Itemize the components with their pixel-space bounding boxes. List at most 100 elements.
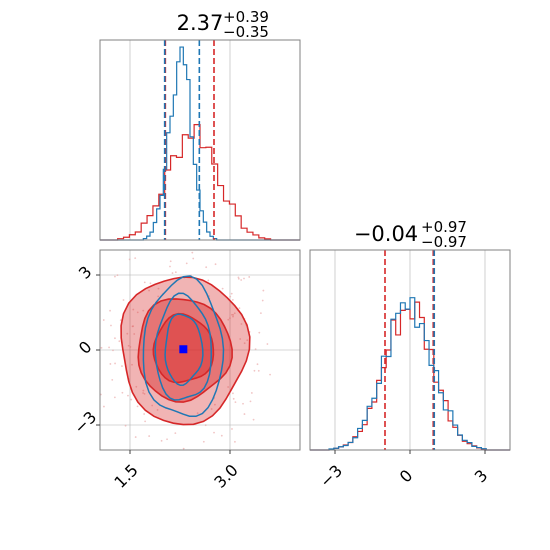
scatter-point <box>132 308 135 311</box>
hist1-red-series <box>100 123 300 241</box>
scatter-point <box>207 279 210 282</box>
scatter-point <box>148 289 150 292</box>
scatter-point <box>149 282 152 285</box>
scatter-point <box>214 263 217 266</box>
panel-histogram-param2: −3 0 3 <box>309 249 511 491</box>
scatter-point <box>127 344 130 347</box>
scatter-point <box>151 404 154 407</box>
scatter-point <box>169 265 171 268</box>
scatter-point <box>221 287 224 290</box>
scatter-point <box>169 260 172 263</box>
scatter-point <box>157 287 160 290</box>
scatter-point <box>231 313 233 316</box>
scatter-point <box>116 274 119 277</box>
scatter-point <box>238 307 241 310</box>
scatter-point <box>128 258 131 261</box>
scatter-point <box>237 276 240 279</box>
scatter-point <box>185 262 188 265</box>
xtick-label: 3 <box>471 466 492 487</box>
scatter-point <box>249 400 252 403</box>
scatter-point <box>262 289 265 292</box>
title-param2-value: −0.04 <box>354 222 418 246</box>
panel-joint-density: −3 0 3 1.5 3.0 <box>70 249 301 492</box>
scatter-point <box>210 408 213 410</box>
scatter-point <box>142 392 144 394</box>
scatter-point <box>166 438 168 441</box>
scatter-point <box>109 309 111 312</box>
scatter-point <box>232 315 234 318</box>
scatter-point <box>144 420 147 423</box>
title-param1-sup: +0.39 <box>223 8 269 26</box>
blue-contour <box>154 292 212 401</box>
scatter-point <box>102 319 105 321</box>
scatter-point <box>213 431 215 434</box>
scatter-point <box>114 362 116 365</box>
title-param2-sub: −0.97 <box>421 233 467 251</box>
scatter-point <box>220 434 223 437</box>
scatter-point <box>108 346 110 349</box>
scatter-point <box>240 279 243 281</box>
scatter-point <box>227 386 230 388</box>
scatter-point <box>148 435 151 437</box>
blue-contour <box>164 313 204 387</box>
scatter-point <box>136 311 139 314</box>
scatter-point <box>237 277 240 280</box>
scatter-point <box>242 402 244 405</box>
scatter-point <box>229 295 232 298</box>
scatter-point <box>126 332 129 335</box>
scatter-point <box>254 348 257 351</box>
truth-marker <box>179 345 188 354</box>
title-param1: 2.37 <box>177 11 224 35</box>
scatter-point <box>127 394 129 397</box>
scatter-point <box>174 271 177 274</box>
scatter-point <box>240 323 243 325</box>
scatter-point <box>204 424 207 427</box>
scatter-point <box>259 312 262 315</box>
xtick-label: −3 <box>316 461 346 491</box>
scatter-point <box>231 298 234 301</box>
scatter-point <box>129 346 132 348</box>
scatter-point <box>234 440 236 443</box>
scatter-point <box>114 337 116 340</box>
scatter-point <box>122 299 125 301</box>
panel-histogram-param1 <box>99 39 301 241</box>
scatter-point <box>227 318 230 321</box>
scatter-point <box>134 436 137 438</box>
scatter-point <box>109 363 112 365</box>
scatter-point <box>143 281 146 284</box>
scatter-point <box>134 257 137 259</box>
scatter-point <box>113 396 116 399</box>
xtick-label: 0 <box>396 466 417 487</box>
scatter-point <box>250 392 253 394</box>
scatter-point <box>143 413 146 415</box>
scatter-point <box>121 391 124 394</box>
scatter-point <box>243 413 246 415</box>
scatter-point <box>191 251 194 254</box>
title-param2-sup: +0.97 <box>421 218 467 236</box>
scatter-point <box>231 428 233 430</box>
scatter-point <box>266 343 269 345</box>
scatter-point <box>232 397 235 400</box>
scatter-point <box>136 405 139 408</box>
title-param1-value: 2.37 <box>177 11 224 35</box>
xtick-label: 3.0 <box>210 460 241 491</box>
scatter-point <box>269 373 271 376</box>
scatter-point <box>252 418 255 421</box>
scatter-point <box>103 405 105 408</box>
scatter-point <box>174 432 177 435</box>
ytick-label: 3 <box>75 262 96 283</box>
scatter-point <box>156 409 159 411</box>
scatter-point <box>243 277 245 280</box>
hist2-blue-series <box>310 297 510 451</box>
scatter-point <box>111 378 114 381</box>
scatter-point <box>253 369 256 372</box>
ytick-label: 0 <box>75 337 96 358</box>
scatter-point <box>214 403 216 406</box>
scatter-point <box>157 295 160 298</box>
scatter-point <box>196 412 199 415</box>
scatter-point <box>160 439 163 442</box>
scatter-point <box>133 333 136 335</box>
scatter-point <box>233 312 236 315</box>
scatter-point <box>229 317 231 320</box>
scatter-point <box>232 392 234 395</box>
